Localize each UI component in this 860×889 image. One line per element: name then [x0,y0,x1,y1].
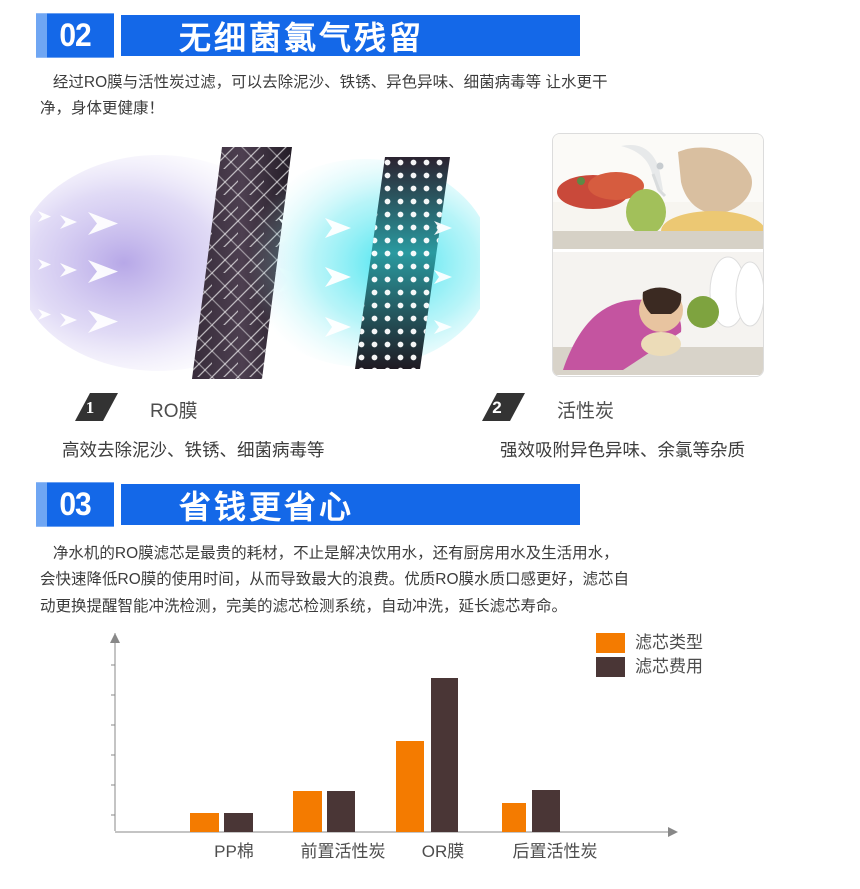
svg-text:OR膜: OR膜 [422,842,465,861]
svg-text:前置活性炭: 前置活性炭 [301,842,386,861]
svg-text:后置活性炭: 后置活性炭 [513,842,598,861]
svg-text:滤芯类型: 滤芯类型 [635,633,703,652]
svg-text:2: 2 [492,398,501,417]
svg-text:滤芯费用: 滤芯费用 [635,657,703,676]
svg-text:1: 1 [86,398,95,417]
svg-text:PP棉: PP棉 [214,842,254,861]
